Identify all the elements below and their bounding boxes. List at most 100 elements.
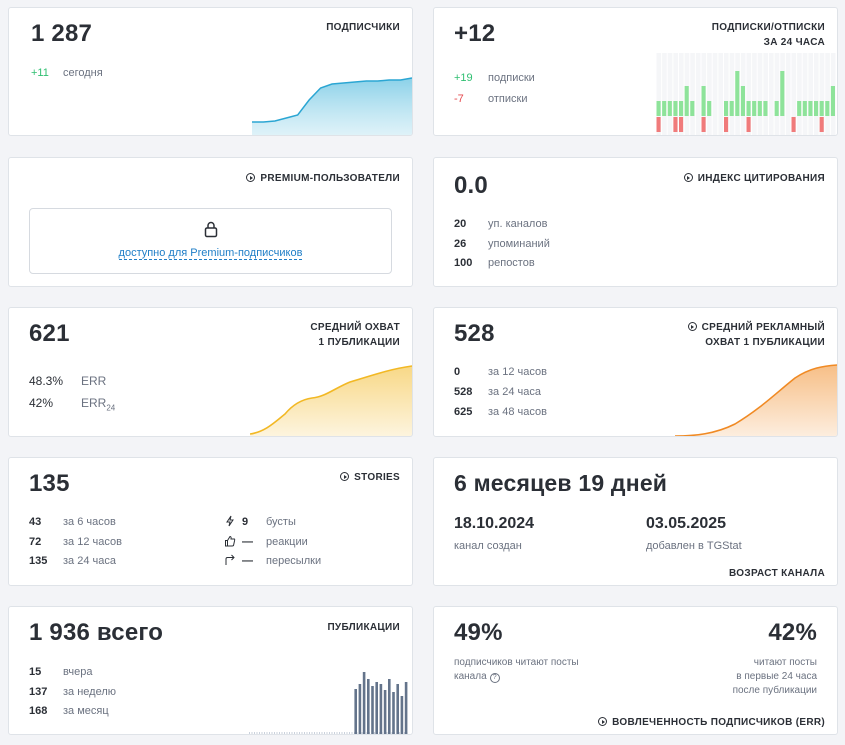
subscribers-card[interactable]: 1 287 ПОДПИСЧИКИ +11 сегодня [8,7,413,136]
posts-daily-chart [249,672,409,734]
subs-bar [724,101,729,116]
posts-row: 168 за месяц [29,705,109,717]
reach-value: 621 [29,320,70,347]
subs-bar [662,101,667,116]
boosts-row: 9 бусты [224,515,296,529]
hour-slot [712,53,718,135]
posts-bar [396,684,399,734]
subs-bar [656,101,661,116]
posts-card[interactable]: 1 936 всего ПУБЛИКАЦИИ 15 вчера 137 за нед… [8,606,413,735]
subs-bar [707,101,712,116]
premium-title: PREMIUM-ПОЛЬЗОВАТЕЛИ [246,171,400,186]
subscribers-trend-chart [252,77,412,135]
hour-slot [797,53,802,135]
posts-title: ПУБЛИКАЦИИ [327,622,400,633]
forward-icon [225,554,235,565]
posts-row: 137 за неделю [29,686,117,698]
stories-title: STORIES [340,470,400,485]
hour-slot [763,53,768,135]
ad-chart-line [675,364,837,436]
unsubs-bar [791,117,796,132]
unsubs-bar [679,117,684,132]
hour-slot [757,53,763,135]
engagement-right-caption: читают посты в первые 24 часа после публ… [732,657,817,696]
citation-row: 100 репостов [454,257,535,269]
subs-bar [740,86,745,116]
subs-bar [763,101,768,116]
posts-total: 1 936 всего [29,619,164,646]
stories-row: 43 за 6 часов [29,516,116,528]
subscribers-line [252,77,412,123]
hour-slot [690,53,695,135]
subs-bar [667,101,672,116]
subs-bar [746,101,751,116]
lock-icon [204,221,217,238]
posts-bar [354,689,357,734]
ad-reach-value: 528 [454,320,495,347]
channel-age-title: ВОЗРАСТ КАНАЛА [729,568,825,579]
hour-slot [785,53,791,135]
posts-bar [371,686,374,734]
hour-slot [707,53,712,135]
reach-chart-line [250,365,412,435]
hour-slot [695,53,701,135]
play-circle-icon [687,322,697,331]
hour-slot [802,53,808,135]
posts-bar [367,679,370,734]
posts-bar [400,696,404,734]
subs-bar [757,101,762,116]
premium-card[interactable]: PREMIUM-ПОЛЬЗОВАТЕЛИ доступно для Premiu… [8,157,413,287]
ad-reach-growth-chart [675,364,837,436]
stories-card[interactable]: 135 STORIES 43 за 6 часов 72 за 12 часов 1… [8,457,413,586]
hour-slot [729,53,735,135]
play-circle-icon [246,173,256,182]
subs-bar [701,86,706,116]
hour-slot [769,53,774,135]
play-circle-icon [340,472,350,481]
hour-slot [819,53,825,135]
unsubs-bar [656,117,661,132]
ad-reach-row: 528 за 24 часа [454,386,541,398]
subs-bar [684,86,689,116]
forwards-row: — пересылки [224,554,321,568]
ad-reach-card[interactable]: 528 СРЕДНИЙ РЕКЛАМНЫЙ ОХВАТ 1 ПУБЛИКАЦИИ… [433,307,838,437]
reach-growth-chart [250,365,412,436]
channel-age-value: 6 месяцев 19 дней [454,470,668,496]
channel-age-card[interactable]: 6 месяцев 19 дней 18.10.2024 канал созда… [433,457,838,586]
hour-slot [752,53,757,135]
unsubs-row: -7 отписки [454,93,528,105]
hour-slot [808,53,813,135]
hour-slot [656,53,662,135]
hour-slot [673,53,678,135]
err-row: 48.3% ERR [29,374,107,388]
unsubs-bar [819,117,824,132]
premium-locked-box[interactable]: доступно для Premium-подписчиков [29,208,392,274]
subs-bar [819,101,824,116]
subscribers-title: ПОДПИСЧИКИ [326,22,400,33]
subs-bar [752,101,757,116]
help-icon[interactable]: ? [489,673,500,683]
subs-bar [774,101,779,116]
subs-unsubs-card[interactable]: +12 ПОДПИСКИ/ОТПИСКИ ЗА 24 ЧАСА +19 подпи… [433,7,838,136]
ad-reach-title: СРЕДНИЙ РЕКЛАМНЫЙ ОХВАТ 1 ПУБЛИКАЦИИ [687,320,825,350]
reach-card[interactable]: 621 СРЕДНИЙ ОХВАТ 1 ПУБЛИКАЦИИ 48.3% ERR … [8,307,413,437]
engagement-left-caption: подписчиков читают посты канала? [454,657,579,683]
engagement-right-value: 42% [768,619,817,646]
subs-net-count: +12 [454,20,496,47]
engagement-left-value: 49% [454,619,503,646]
hour-slot [774,53,780,135]
engagement-card[interactable]: 49% подписчиков читают посты канала? 42%… [433,606,838,735]
subs-bar [729,101,734,116]
unsubs-bar [724,117,729,132]
citation-row: 26 упоминаний [454,238,550,250]
engagement-title: ВОВЛЕЧЕННОСТЬ ПОДПИСЧИКОВ (ERR) [598,715,825,730]
hour-slot [746,53,752,135]
ad-reach-row: 0 за 12 часов [454,366,547,378]
subs-bar [690,101,695,116]
citation-row: 20 уп. каналов [454,218,548,230]
subs-bar [830,86,835,116]
citation-card[interactable]: 0.0 ИНДЕКС ЦИТИРОВАНИЯ 20 уп. каналов 26 у… [433,157,838,287]
premium-unlock-link[interactable]: доступно для Premium-подписчиков [118,247,303,260]
created-label: канал создан [454,540,522,552]
hour-slot [791,53,797,135]
